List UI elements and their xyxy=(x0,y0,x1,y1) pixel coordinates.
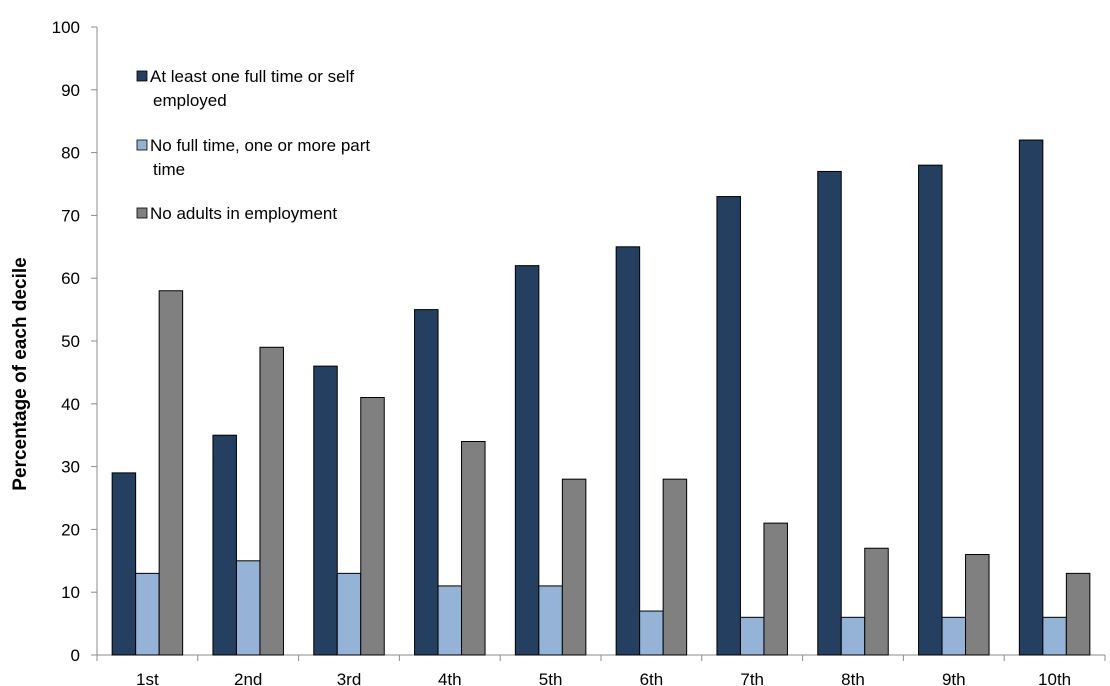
x-tick-label: 7th xyxy=(740,670,764,686)
legend-label: employed xyxy=(153,91,227,110)
bars xyxy=(111,139,1091,656)
bar xyxy=(739,616,765,656)
bar xyxy=(941,616,967,656)
bar xyxy=(259,346,284,656)
legend-swatch xyxy=(136,139,148,151)
bar xyxy=(716,196,741,656)
y-tick-label: 40 xyxy=(61,395,80,414)
y-tick-label: 10 xyxy=(61,583,80,602)
y-tick-label: 0 xyxy=(71,646,80,665)
bar xyxy=(561,478,587,656)
bar xyxy=(414,309,439,656)
x-tick-label: 1st xyxy=(136,670,159,686)
bar xyxy=(514,265,540,656)
y-axis: 0 10 20 30 40 50 60 70 80 90 100 xyxy=(52,18,98,665)
bar xyxy=(235,560,261,656)
x-tick-label: 10th xyxy=(1038,670,1071,686)
bar xyxy=(158,290,184,656)
x-tick-label: 4th xyxy=(438,670,462,686)
x-tick-label: 9th xyxy=(942,670,966,686)
legend-label: No adults in employment xyxy=(150,204,337,223)
y-tick-label: 100 xyxy=(52,18,80,37)
bar xyxy=(840,616,866,656)
x-tick-label: 3rd xyxy=(337,670,362,686)
legend-label: time xyxy=(153,160,185,179)
x-axis: 1st 2nd 3rd 4th 5th 6th 7th 8th 9th 10th xyxy=(96,654,1106,686)
bar xyxy=(212,434,237,656)
bar xyxy=(965,554,990,656)
legend-label: At least one full time or self xyxy=(150,67,354,86)
bar xyxy=(817,170,842,656)
bar xyxy=(135,572,160,656)
bar xyxy=(615,246,641,656)
y-tick-label: 60 xyxy=(61,269,80,288)
bar xyxy=(336,572,362,656)
legend-swatch xyxy=(136,207,148,219)
x-tick-label: 6th xyxy=(640,670,664,686)
bar xyxy=(662,478,688,656)
bar xyxy=(1018,139,1044,656)
bar xyxy=(461,440,486,656)
x-tick-label: 8th xyxy=(841,670,865,686)
bar xyxy=(763,522,788,656)
y-tick-label: 70 xyxy=(61,206,80,225)
bar xyxy=(538,585,563,656)
x-tick-label: 5th xyxy=(539,670,563,686)
legend-label: No full time, one or more part xyxy=(150,136,370,155)
y-tick-label: 90 xyxy=(61,81,80,100)
legend-swatch xyxy=(136,70,148,82)
y-tick-label: 80 xyxy=(61,144,80,163)
bar xyxy=(313,365,338,656)
bar xyxy=(918,164,943,656)
bar xyxy=(360,397,385,656)
bar xyxy=(1042,616,1067,656)
y-tick-label: 20 xyxy=(61,520,80,539)
y-axis-title: Percentage of each decile xyxy=(10,257,31,490)
legend: At least one full time or self employed No… xyxy=(136,67,370,223)
bar xyxy=(437,585,463,656)
bar xyxy=(1065,572,1091,656)
bar xyxy=(864,547,889,656)
y-tick-label: 30 xyxy=(61,458,80,477)
y-tick-label: 50 xyxy=(61,332,80,351)
bar xyxy=(639,610,664,656)
bar xyxy=(111,472,137,656)
x-tick-label: 2nd xyxy=(234,670,262,686)
